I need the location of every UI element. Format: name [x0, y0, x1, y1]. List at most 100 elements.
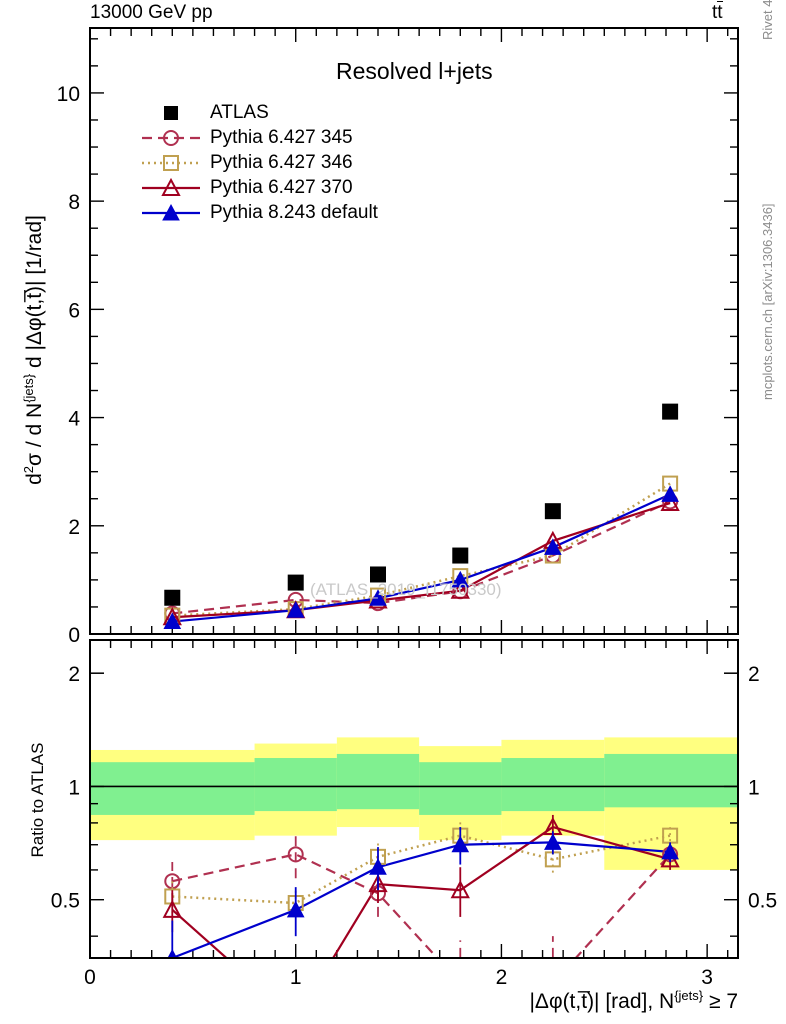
- x-tick-label: 2: [496, 966, 508, 989]
- data-marker: [286, 601, 305, 618]
- ratio-y-tick-label-right: 2: [748, 663, 760, 686]
- data-marker: [164, 105, 178, 120]
- ratio-y-tick-labels-right: 0.5 1 2: [748, 663, 777, 913]
- data-marker: [660, 492, 680, 512]
- main-y-tick-label: 2: [68, 516, 80, 539]
- main-panel-frame: [89, 27, 739, 635]
- data-marker: [661, 485, 679, 502]
- data-marker: [370, 566, 386, 583]
- ratio-uncertainty-bands: [90, 737, 738, 870]
- legend-label: Pythia 6.427 370: [210, 176, 353, 198]
- x-tick-label: 3: [701, 966, 713, 989]
- data-marker: [369, 589, 387, 606]
- main-x-ticks: [89, 28, 729, 634]
- ratio-series-group: [162, 814, 680, 1024]
- ratio-y-tick-label: 1: [68, 776, 80, 799]
- ratio-band-inner: [336, 753, 420, 810]
- legend-item-0[interactable]: ATLAS: [140, 100, 440, 125]
- main-y-tick-label: 6: [68, 299, 80, 322]
- ratio-y-ticks: [90, 672, 738, 937]
- mcplots-annotation-text: mcplots.cern.ch [arXiv:1306.3436]: [760, 203, 775, 400]
- ratio-y-axis-label-text: Ratio to ATLAS: [28, 742, 47, 858]
- data-marker: [544, 833, 562, 850]
- ratio-y-axis-label: Ratio to ATLAS: [28, 743, 153, 858]
- ratio-band-inner: [501, 758, 605, 812]
- legend-item-2[interactable]: Pythia 6.427 346: [140, 150, 440, 175]
- data-marker: [369, 858, 387, 875]
- ratio-band-inner: [254, 758, 337, 812]
- data-marker: [287, 574, 304, 591]
- data-marker: [450, 880, 470, 899]
- data-marker: [450, 580, 470, 599]
- x-tick-label: 1: [290, 966, 302, 989]
- ratio-y-tick-label: 2: [68, 663, 80, 686]
- ratio-series-line: [171, 841, 671, 957]
- main-series-line: [172, 502, 671, 619]
- ratio-y-tick-label-right: 1: [748, 776, 760, 799]
- data-marker: [452, 547, 469, 564]
- data-marker: [288, 1012, 304, 1024]
- ratio-series-line: [171, 825, 671, 957]
- x-axis-label: |Δφ(t,t̅)| [rad], N{jets} ≥ 7: [529, 988, 738, 1013]
- main-y-tick-label: 10: [57, 83, 80, 106]
- data-marker: [544, 538, 562, 555]
- ratio-x-tick-labels: 0 1 2 3: [84, 966, 713, 989]
- main-series-line: [172, 493, 671, 623]
- legend-label: Pythia 6.427 346: [210, 151, 353, 173]
- legend-marker-open-circle: [142, 129, 200, 146]
- data-marker: [163, 129, 179, 146]
- main-y-tick-label: 0: [68, 624, 80, 647]
- legend-marker-filled-triangle: [142, 203, 200, 220]
- legend-marker-open-triangle: [142, 177, 200, 196]
- dataset-watermark: (ATLAS_2019_I1750330): [310, 580, 502, 599]
- main-series-line: [172, 500, 671, 615]
- x-tick-label: 0: [84, 966, 96, 989]
- legend-label: Pythia 6.427 345: [210, 126, 353, 148]
- main-y-ticks: [90, 38, 738, 635]
- data-marker: [368, 874, 388, 893]
- data-marker: [544, 503, 561, 520]
- data-marker: [453, 976, 467, 990]
- data-marker: [163, 612, 182, 630]
- data-marker: [164, 589, 181, 606]
- rivet-annotation: Rivet 4.1.0, ≥ 100k events: [760, 0, 786, 55]
- header-right: tt: [712, 1, 723, 23]
- legend-marker-filled-square: [164, 105, 178, 120]
- data-marker: [167, 948, 177, 957]
- data-marker: [287, 846, 304, 863]
- ratio-band-inner: [90, 762, 255, 815]
- mcplots-annotation: mcplots.cern.ch [arXiv:1306.3436]: [760, 203, 786, 415]
- legend-item-1[interactable]: Pythia 6.427 345: [140, 125, 440, 150]
- data-marker: [162, 899, 182, 918]
- ratio-series-line: [172, 853, 671, 957]
- legend-item-3[interactable]: Pythia 6.427 370: [140, 175, 440, 200]
- ratio-y-tick-label: 0.5: [51, 890, 80, 913]
- main-series-group: [162, 403, 680, 630]
- data-marker: [661, 842, 679, 860]
- legend-marker-open-square: [142, 154, 200, 171]
- ratio-series-line: [172, 834, 671, 905]
- data-marker: [662, 403, 679, 420]
- data-marker: [161, 177, 181, 196]
- main-y-tick-labels: 0 2 4 6 8 10: [57, 83, 81, 647]
- panel-title: Resolved l+jets: [336, 58, 493, 84]
- ratio-band-inner: [604, 753, 738, 808]
- main-y-axis-label: d2σ / d N{jets} d |Δφ(t,t̅)| [1/rad]: [21, 215, 46, 485]
- main-series-line: [172, 482, 671, 617]
- ratio-band-inner: [419, 762, 502, 815]
- legend: ATLAS Pythia 6.427 345 Pythia 6.427 346 Pyt…: [140, 100, 440, 225]
- legend-label: Pythia 8.243 default: [210, 201, 378, 223]
- main-y-tick-label: 8: [68, 191, 80, 214]
- ratio-y-tick-labels-left: 0.5 1 2: [51, 663, 80, 913]
- data-marker: [286, 900, 305, 918]
- rivet-annotation-text: Rivet 4.1.0, ≥ 100k events: [760, 0, 775, 40]
- data-marker: [163, 154, 179, 171]
- main-y-tick-label: 4: [68, 408, 80, 431]
- ratio-frame-overlay: [89, 639, 739, 959]
- legend-item-4[interactable]: Pythia 8.243 default: [140, 200, 440, 225]
- data-marker: [451, 835, 470, 853]
- header-left: 13000 GeV pp: [90, 2, 213, 23]
- legend-label: ATLAS: [210, 101, 269, 123]
